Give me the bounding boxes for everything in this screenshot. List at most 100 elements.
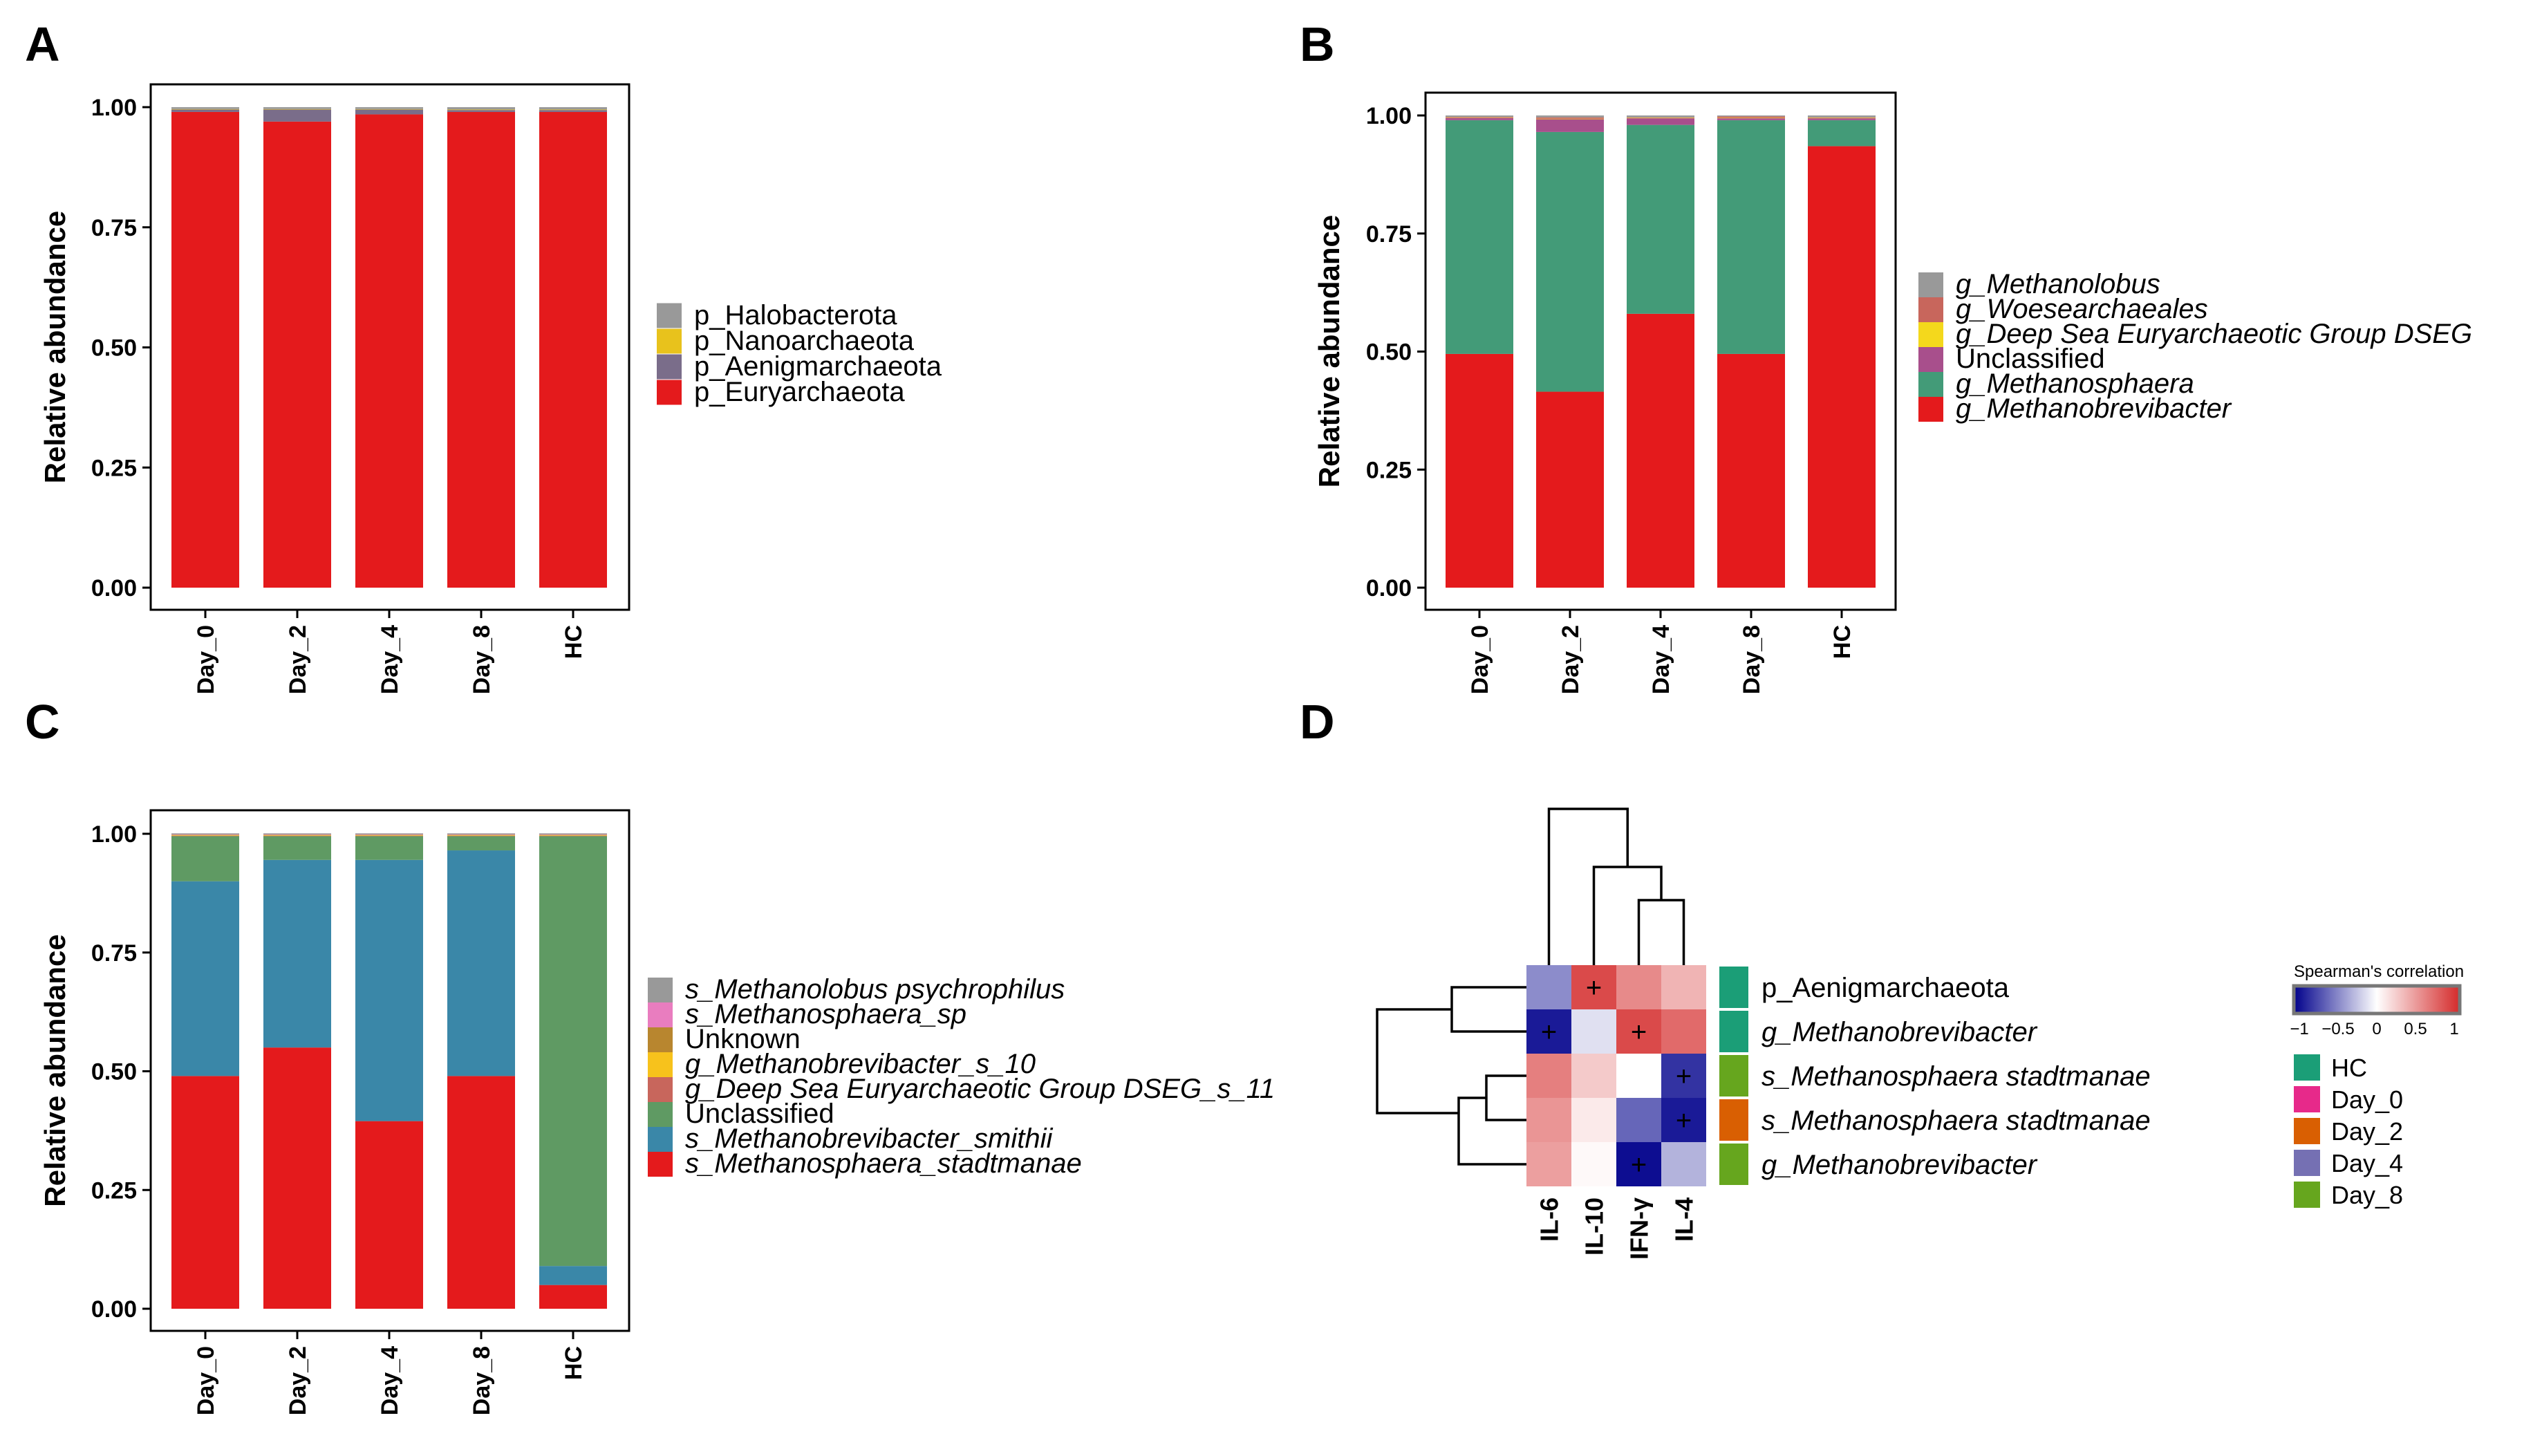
bar-segment [1446, 118, 1513, 120]
heatmap-cell [1526, 1098, 1571, 1142]
row-group-annotation [1719, 1099, 1748, 1141]
bar-segment [539, 1285, 607, 1309]
legend-label: p_Euryarchaeota [694, 377, 905, 407]
bar-segment [355, 107, 423, 109]
heatmap-cell [1661, 1142, 1706, 1186]
row-dendrogram-branch [1457, 1096, 1526, 1166]
heatmap-cell [1571, 965, 1616, 1009]
significance-marker: + [1586, 973, 1602, 1003]
heatmap-cell [1616, 1009, 1661, 1054]
legend-label: g_Deep Sea Euryarchaeotic Group DSEG [1956, 319, 2472, 349]
bar-segment [355, 114, 423, 588]
significance-marker: + [1676, 1105, 1692, 1136]
bar-segment [1808, 146, 1876, 588]
legend-swatch [1918, 372, 1943, 397]
row-group-annotation [1719, 1055, 1748, 1096]
bar-segment [1627, 313, 1694, 588]
bar-segment [1536, 117, 1604, 119]
heatmap-row-label: p_Aenigmarchaeota [1761, 973, 2010, 1003]
y-axis-label: Relative abundance [39, 934, 71, 1206]
bar-segment [171, 111, 239, 588]
column-dendrogram-branch [1547, 808, 1629, 965]
x-tick-label: Day_8 [1739, 625, 1765, 694]
row-group-annotation [1719, 967, 1748, 1008]
y-tick-label: 0.50 [91, 335, 137, 362]
bar-segment [263, 859, 331, 1048]
significance-marker: + [1631, 1150, 1647, 1180]
x-tick-label: Day_0 [193, 1346, 219, 1415]
y-tick-label: 0.00 [91, 1296, 137, 1323]
bar-segment [171, 834, 239, 835]
legend-swatch [657, 354, 682, 380]
panel-b-chart: 0.00 0.25 0.50 0.75 1.00 Relative abundance Da… [1313, 91, 2472, 694]
bar-segment [171, 835, 239, 837]
colorbar-tick-label: −0.5 [2321, 1020, 2354, 1038]
bar-segment [355, 859, 423, 1121]
bar-segment [171, 107, 239, 109]
y-axis-label: Relative abundance [1313, 215, 1345, 487]
legend-swatch [657, 303, 682, 328]
heatmap-column-label: IL-10 [1580, 1197, 1609, 1256]
bar-segment [447, 834, 515, 835]
heatmap-cell [1616, 1054, 1661, 1098]
group-legend-swatch [2294, 1118, 2320, 1144]
heatmap-cell [1661, 1009, 1706, 1054]
bar-segment [1446, 353, 1513, 588]
group-legend-swatch [2294, 1182, 2320, 1208]
legend-swatch [1918, 397, 1943, 422]
group-legend-label: Day_2 [2331, 1117, 2403, 1146]
bar-segment [1536, 391, 1604, 588]
colorbar-tick-label: 0 [2372, 1020, 2381, 1038]
bar-segment [355, 109, 423, 110]
bar-segment [263, 107, 331, 109]
legend-label: s_Methanobrevibacter_smithii [685, 1123, 1053, 1154]
heatmap-cell [1571, 1142, 1616, 1186]
panel-d-heatmap: + + + + + + p_Aenigmarchaeota g_Methanobrevibac… [1376, 808, 2464, 1260]
panel-a-chart: 0.00 0.25 0.50 0.75 1.00 Relative abundance Da… [39, 83, 942, 694]
legend-swatch [648, 1002, 673, 1027]
bar-segment [171, 109, 239, 110]
x-tick-label: Day_4 [1648, 625, 1674, 694]
bar-segment [355, 109, 423, 115]
bar-segment [1536, 115, 1604, 118]
bar-segment [539, 834, 607, 835]
bar-segment [1536, 118, 1604, 120]
legend-swatch [1918, 347, 1943, 372]
bar-segment [1717, 120, 1785, 354]
heatmap-column-label: IL-6 [1535, 1197, 1564, 1242]
heatmap-cell [1661, 965, 1706, 1009]
heatmap-cell [1526, 1009, 1571, 1054]
legend-swatch [1918, 322, 1943, 347]
panel-label-a: A [25, 17, 60, 71]
row-group-annotation [1719, 1011, 1748, 1052]
y-tick-label: 1.00 [91, 821, 137, 848]
y-tick-label: 0.75 [1366, 221, 1412, 248]
bar-segment [539, 111, 607, 588]
group-legend-label: Day_8 [2331, 1181, 2403, 1209]
bar-segment [355, 836, 423, 860]
bar-segment [1717, 118, 1785, 120]
bar-segment [447, 834, 515, 836]
y-tick-label: 0.25 [91, 455, 137, 481]
legend-label: p_Halobacterota [694, 300, 897, 330]
bar-segment [539, 109, 607, 111]
significance-marker: + [1676, 1061, 1692, 1092]
legend-label: p_Nanoarchaeota [694, 326, 915, 356]
bar-segment [263, 834, 331, 835]
bar-segment [1627, 118, 1694, 125]
legend-label: g_Deep Sea Euryarchaeotic Group DSEG_s_1… [685, 1074, 1275, 1104]
y-tick-label: 0.50 [91, 1059, 137, 1085]
x-tick-label: Day_2 [285, 1346, 311, 1415]
bar-segment [355, 834, 423, 835]
y-tick-label: 0.00 [1366, 575, 1412, 601]
heatmap-cell [1661, 1098, 1706, 1142]
bar-segment [355, 833, 423, 834]
group-legend-label: Day_0 [2331, 1085, 2403, 1114]
heatmap-column-label: IFN-γ [1625, 1197, 1654, 1260]
bar-segment [1627, 124, 1694, 314]
legend-label: s_Methanolobus psychrophilus [685, 974, 1065, 1005]
colorbar-tick-label: 0.5 [2404, 1020, 2427, 1038]
y-tick-label: 0.00 [91, 575, 137, 601]
significance-marker: + [1631, 1017, 1647, 1047]
